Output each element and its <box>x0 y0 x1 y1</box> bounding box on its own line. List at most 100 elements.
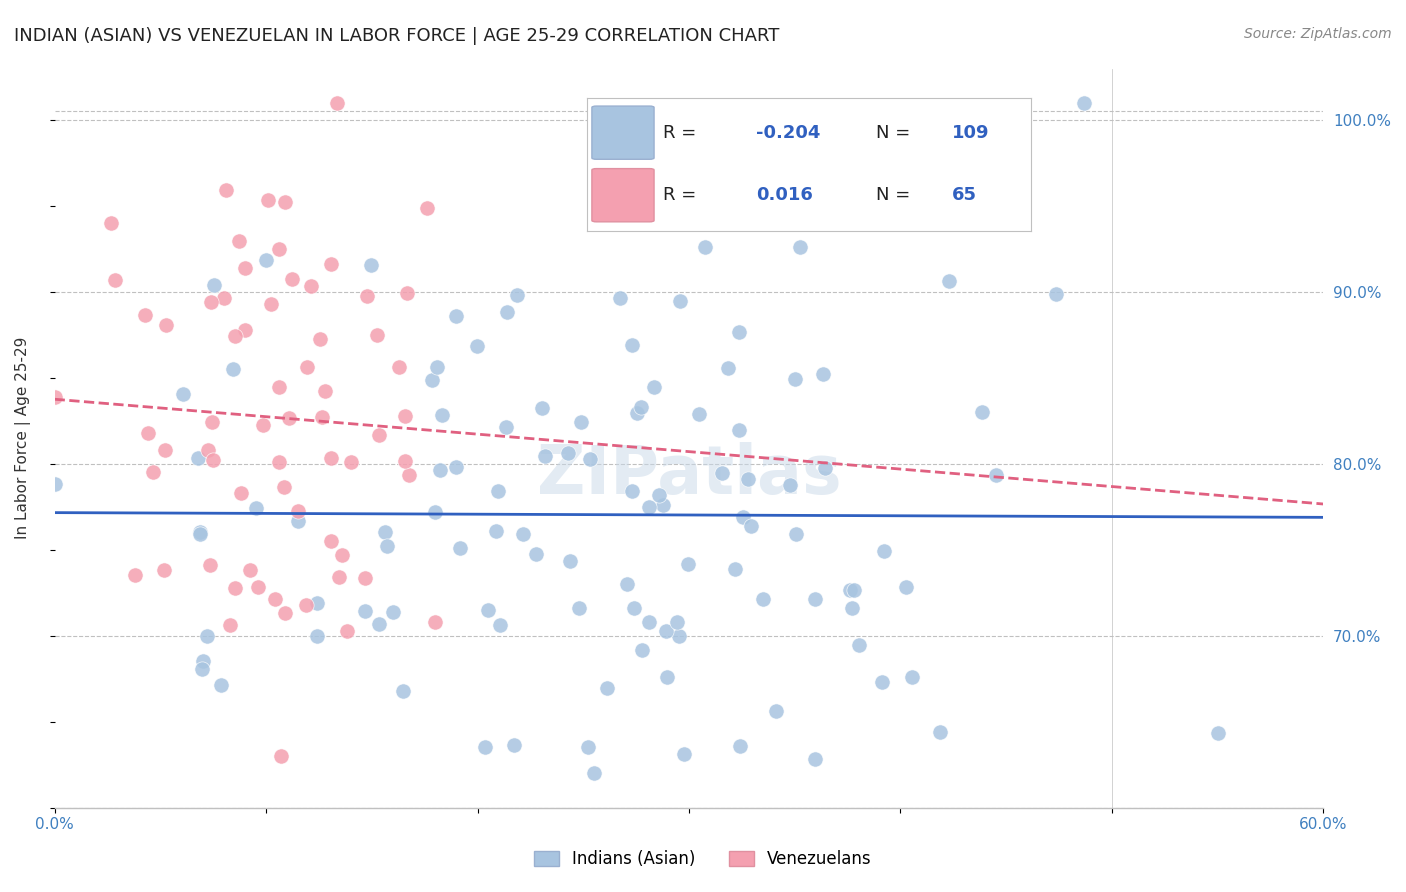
Point <box>779 478 801 492</box>
Point <box>657 669 679 683</box>
Point <box>200 558 222 572</box>
Point <box>621 483 644 498</box>
Point <box>695 240 717 254</box>
Point <box>398 467 420 482</box>
Point <box>485 524 508 538</box>
Point <box>841 601 863 615</box>
Point <box>257 193 280 207</box>
Point <box>803 752 825 766</box>
Point <box>502 738 524 752</box>
Point <box>429 463 451 477</box>
Point <box>654 624 676 638</box>
Point <box>209 678 232 692</box>
Point <box>783 372 806 386</box>
Text: ZIPatlas: ZIPatlas <box>537 442 841 508</box>
Point <box>212 291 235 305</box>
Point <box>193 654 215 668</box>
Point <box>188 525 211 540</box>
Point <box>839 582 862 597</box>
Point <box>278 410 301 425</box>
Point <box>299 278 322 293</box>
Point <box>314 384 336 398</box>
Point <box>356 289 378 303</box>
Point <box>578 740 600 755</box>
Point <box>394 409 416 423</box>
Point <box>531 401 554 416</box>
Point <box>1206 726 1229 740</box>
Point <box>870 674 893 689</box>
Point <box>44 476 66 491</box>
Point <box>219 618 242 632</box>
Point <box>666 615 689 629</box>
Point <box>325 95 347 110</box>
Point <box>273 480 295 494</box>
Point <box>215 183 238 197</box>
Point <box>360 259 382 273</box>
Point <box>287 504 309 518</box>
Point <box>842 582 865 597</box>
Point <box>630 643 652 657</box>
Point <box>643 380 665 394</box>
Point <box>637 615 659 630</box>
Point <box>623 600 645 615</box>
Point <box>444 309 467 323</box>
Point <box>366 327 388 342</box>
Point <box>648 487 671 501</box>
Point <box>319 450 342 465</box>
Point <box>717 361 740 376</box>
Point <box>894 580 917 594</box>
Point <box>368 617 391 632</box>
Point <box>319 534 342 549</box>
Point <box>621 338 644 352</box>
Point <box>814 461 837 475</box>
Point <box>578 451 600 466</box>
Y-axis label: In Labor Force | Age 25-29: In Labor Force | Age 25-29 <box>15 337 31 540</box>
Point <box>505 288 527 302</box>
Point <box>224 581 246 595</box>
Point <box>422 373 444 387</box>
Point <box>354 570 377 584</box>
Point <box>340 455 363 469</box>
Point <box>152 563 174 577</box>
Point <box>172 387 194 401</box>
Point <box>616 577 638 591</box>
Point <box>200 295 222 310</box>
Point <box>1045 287 1067 301</box>
Point <box>256 253 278 268</box>
Point <box>195 629 218 643</box>
Point <box>630 400 652 414</box>
Text: INDIAN (ASIAN) VS VENEZUELAN IN LABOR FORCE | AGE 25-29 CORRELATION CHART: INDIAN (ASIAN) VS VENEZUELAN IN LABOR FO… <box>14 27 779 45</box>
Point <box>626 406 648 420</box>
Point <box>901 670 924 684</box>
Point <box>269 243 291 257</box>
Point <box>191 662 214 676</box>
Point <box>281 272 304 286</box>
Point <box>583 766 606 780</box>
Point <box>423 505 446 519</box>
Point <box>789 240 811 254</box>
Point <box>274 195 297 210</box>
Point <box>425 360 447 375</box>
Point <box>496 305 519 319</box>
Point <box>308 332 330 346</box>
Point <box>295 359 318 374</box>
Point <box>187 450 209 465</box>
Point <box>374 524 396 539</box>
Point <box>785 526 807 541</box>
Point <box>311 410 333 425</box>
Point <box>486 484 509 499</box>
Point <box>202 278 225 293</box>
Point <box>377 539 399 553</box>
Point <box>728 325 751 339</box>
Point <box>765 704 787 718</box>
Point <box>811 368 834 382</box>
Point <box>803 591 825 606</box>
Point <box>938 274 960 288</box>
Point <box>668 629 690 643</box>
Point <box>724 561 747 575</box>
Text: Source: ZipAtlas.com: Source: ZipAtlas.com <box>1244 27 1392 41</box>
Point <box>512 527 534 541</box>
Point <box>260 297 283 311</box>
Point <box>638 500 661 515</box>
Point <box>142 465 165 479</box>
